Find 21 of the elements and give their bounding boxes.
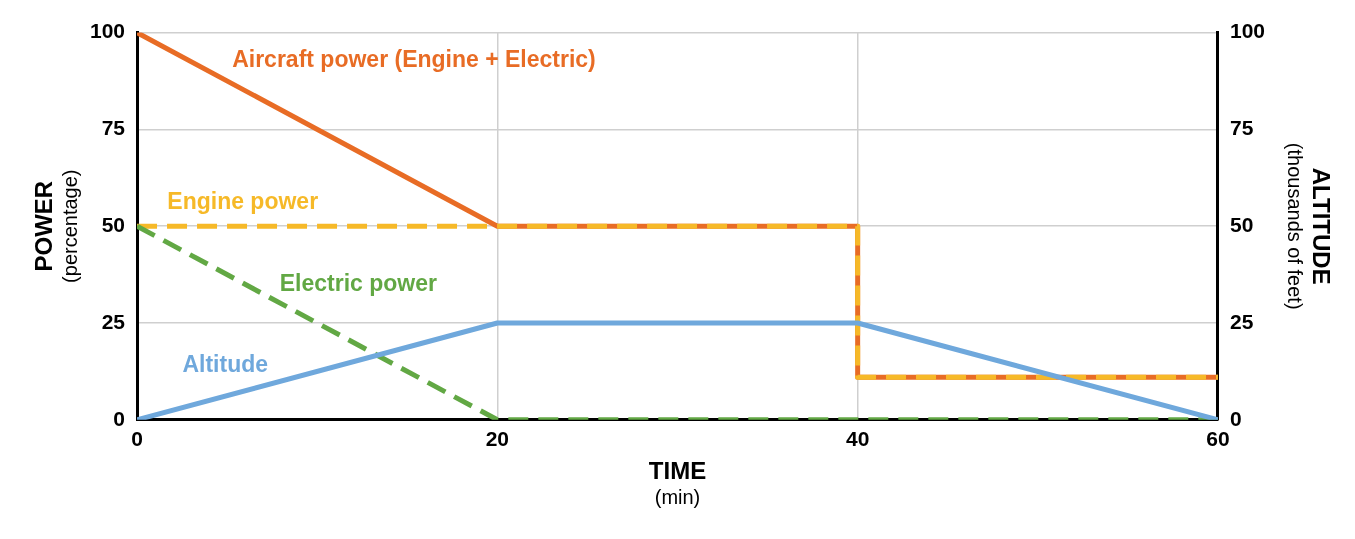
x-axis-title: TIME (min) [648,457,707,509]
y-tick-label: 75 [101,116,126,140]
y-axis-title: POWER (percentage) [29,169,81,283]
series-label: Engine power [167,188,319,215]
y2-tick-label: 75 [1229,116,1254,140]
x-tick-label: 40 [845,427,870,451]
y2-tick-label: 50 [1229,213,1254,236]
y-tick-label: 50 [101,213,126,236]
x-tick-label: 0 [131,427,143,451]
series-label: Altitude [182,350,269,377]
x-tick-label: 20 [485,427,510,451]
y-tick-label: 100 [89,19,126,43]
y-tick-label: 0 [113,406,126,430]
y-tick-label: 25 [101,309,126,333]
x-tick-label: 60 [1206,427,1230,451]
y2-tick-label: 100 [1229,19,1266,43]
series-label: Aircraft power (Engine + Electric) [232,45,596,72]
y2-axis-title: ALTITUDE (thousands of feet) [1284,142,1336,310]
y2-tick-label: 25 [1229,309,1254,333]
y2-tick-label: 0 [1229,406,1242,430]
series-label: Electric power [279,269,437,296]
